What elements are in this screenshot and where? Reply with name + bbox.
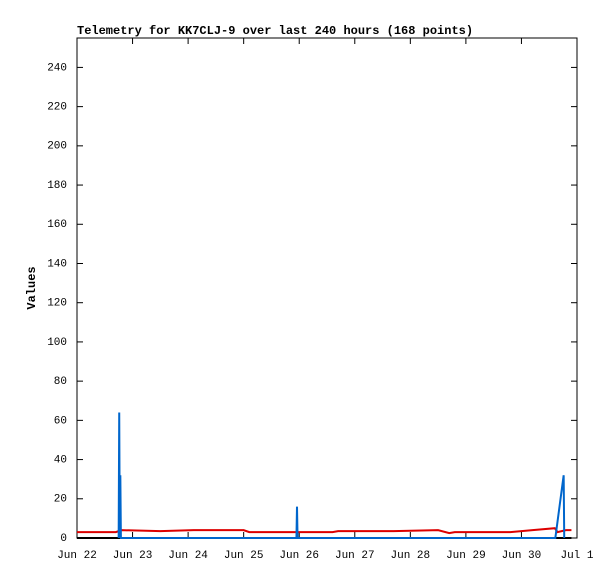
y-tick-label: 40 <box>54 454 67 466</box>
plot-frame <box>76 37 578 539</box>
x-tick-label: Jun 30 <box>502 550 542 562</box>
x-tick-label: Jun 29 <box>446 550 486 562</box>
x-tick-label: Jun 25 <box>224 550 264 562</box>
y-tick-label: 120 <box>47 298 67 310</box>
x-tick-label: Jun 28 <box>391 550 431 562</box>
y-tick-label: 200 <box>47 141 67 153</box>
x-tick-label: Jul 1 <box>560 550 593 562</box>
y-tick-label: 160 <box>47 219 67 231</box>
x-tick-label: Jun 23 <box>113 550 153 562</box>
y-tick-label: 240 <box>47 62 67 74</box>
y-tick-label: 0 <box>60 533 67 545</box>
y-axis-label: Values <box>25 266 39 309</box>
y-tick-label: 20 <box>54 494 67 506</box>
y-tick-label: 60 <box>54 415 67 427</box>
y-tick-label: 80 <box>54 376 67 388</box>
x-tick-label: Jun 24 <box>168 550 208 562</box>
x-tick-label: Jun 27 <box>335 550 375 562</box>
chart-title: Telemetry for KK7CLJ-9 over last 240 hou… <box>77 24 473 38</box>
x-tick-label: Jun 26 <box>279 550 319 562</box>
series-line <box>117 412 566 539</box>
x-tick-label: Jun 22 <box>57 550 97 562</box>
y-tick-label: 100 <box>47 337 67 349</box>
y-tick-label: 140 <box>47 258 67 270</box>
y-tick-label: 180 <box>47 180 67 192</box>
y-tick-label: 220 <box>47 102 67 114</box>
series-line <box>77 527 572 535</box>
